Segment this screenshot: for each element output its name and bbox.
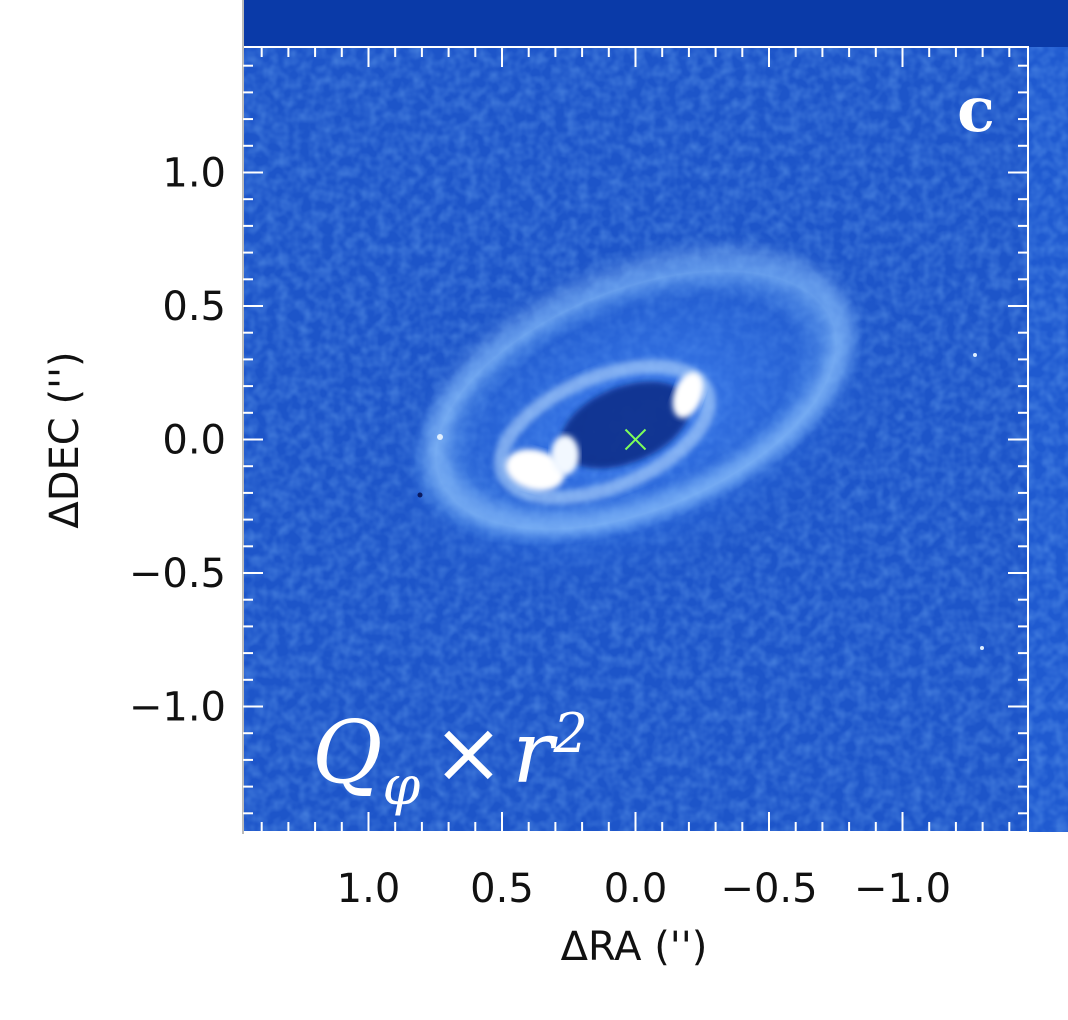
right-strip-noise [1028,47,1068,832]
x-tick-label: 0.0 [604,866,668,912]
formula-subscript: φ [383,754,421,817]
x-tick-label: −0.5 [720,866,817,912]
y-tick-label: 0.0 [162,418,226,464]
formula-base: Q [312,703,383,803]
x-tick-labels: 1.0 0.5 0.0 −0.5 −1.0 [337,866,951,912]
y-tick-labels: 1.0 0.5 0.0 −0.5 −1.0 [129,150,226,730]
x-axis-title: ΔRA ('') [561,924,708,970]
center-marker-stroke [624,428,647,451]
x-tick-label: −1.0 [854,866,951,912]
y-tick-label: 1.0 [162,150,226,196]
x-tick-label: 1.0 [337,866,401,912]
top-strip [243,0,1068,47]
formula-operator: × [432,703,504,803]
y-axis-title: ΔDEC ('') [42,351,88,528]
axis-ticks [243,47,1028,832]
panel-letter: c [957,73,995,146]
formula-exponent: 2 [553,702,588,765]
y-tick-label: 0.5 [162,284,226,330]
y-tick-label: −0.5 [129,551,226,597]
x-tick-label: 0.5 [470,866,534,912]
y-tick-label: −1.0 [129,685,226,731]
formula-var: r [512,703,558,803]
overlay-formula: Qφ ×r2 [312,702,588,817]
star-center-marker [624,428,647,451]
